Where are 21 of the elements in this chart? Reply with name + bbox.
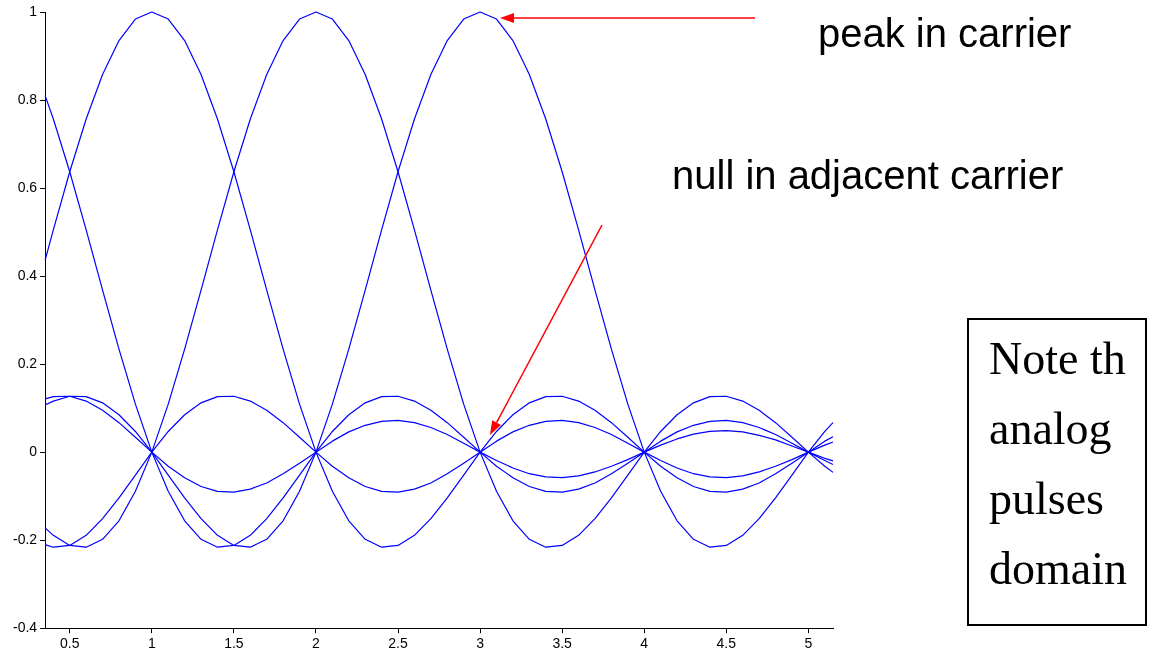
text: Note th analog pulses domain — [967, 318, 1147, 626]
y-tick-label: 0.2 — [17, 354, 38, 371]
x-tick-label: 1 — [147, 635, 156, 652]
x-tick-label: 1.5 — [224, 635, 244, 652]
y-tick-label: -0.4 — [13, 619, 38, 636]
x-tick-label: 4.5 — [716, 635, 737, 652]
annotation: null in adjacent carrier — [672, 152, 1064, 198]
y-tick-label: 0.8 — [17, 90, 38, 107]
x-tick-label: 0.5 — [60, 635, 80, 652]
y-tick-label: 0 — [29, 443, 38, 459]
annotation: peak in carrier — [818, 10, 1072, 56]
x-tick-label: 3 — [476, 635, 485, 652]
x-tick-label: 2.5 — [388, 635, 408, 652]
y-tick-label: 0.4 — [17, 266, 38, 283]
x-tick-label: 5 — [804, 635, 813, 652]
y-tick-label: -0.2 — [13, 531, 38, 548]
y-tick-label: 0.6 — [17, 178, 38, 195]
x-tick-label: 4 — [640, 635, 649, 652]
y-tick-label: 1 — [29, 2, 38, 19]
x-tick-label: 2 — [312, 635, 321, 652]
x-tick-label: 3.5 — [552, 635, 573, 652]
